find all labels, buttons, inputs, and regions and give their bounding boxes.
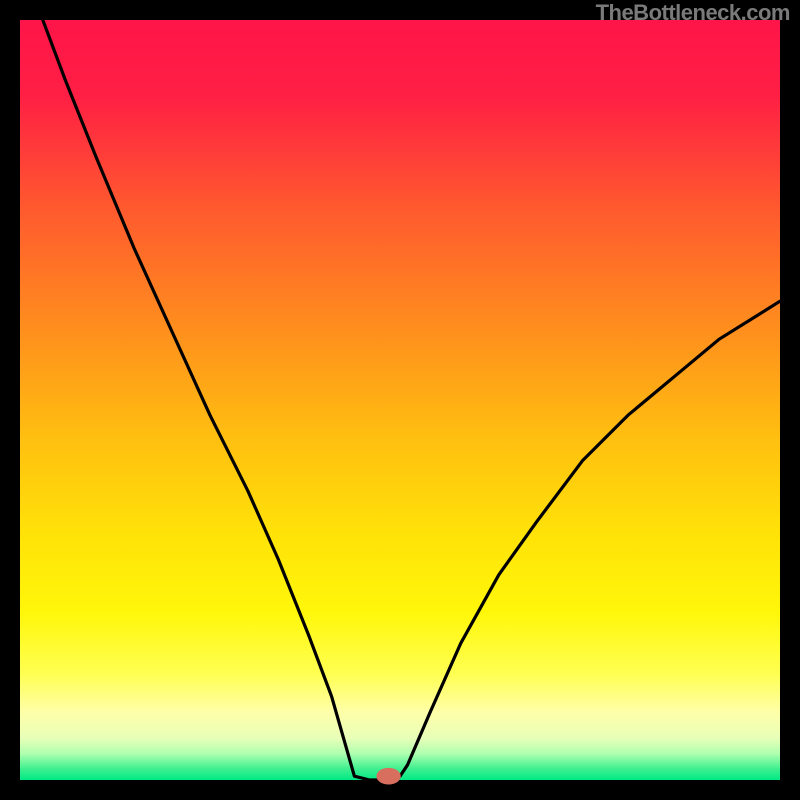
chart-container: TheBottleneck.com	[0, 0, 800, 800]
watermark-text: TheBottleneck.com	[596, 0, 790, 26]
bottleneck-chart	[0, 0, 800, 800]
plot-background	[20, 20, 780, 780]
optimal-point-marker	[376, 768, 400, 785]
